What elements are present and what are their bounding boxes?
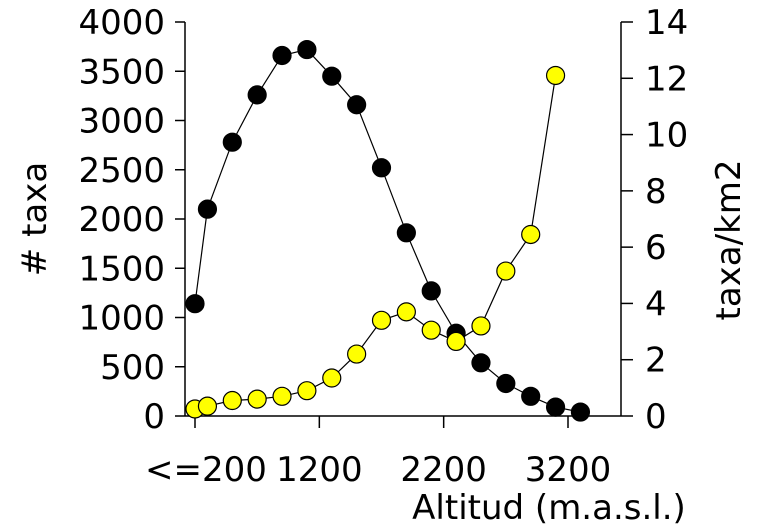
y-right-tick-label-6: 12	[645, 59, 688, 99]
series-1-point-13	[496, 261, 516, 281]
x-tick-label-0: <=200	[145, 450, 267, 490]
y-left-tick-label-4: 2000	[78, 200, 165, 240]
series-0-point-16	[570, 402, 591, 422]
x-tick-label-2: 2200	[400, 450, 487, 490]
series-1-point-2	[222, 390, 242, 411]
series-0-point-12	[471, 353, 491, 373]
series-0-point-0	[185, 294, 205, 314]
series-1-point-8	[371, 310, 392, 330]
y-left-tick-label-6: 3000	[78, 102, 165, 142]
series-1-point-10	[421, 320, 441, 340]
x-tick-label-3: 3200	[525, 450, 612, 490]
y-left-tick-label-8: 4000	[78, 3, 165, 43]
y-right-tick-label-5: 10	[645, 116, 688, 156]
series-0-point-7	[347, 95, 367, 115]
series-1-point-6	[322, 368, 342, 388]
y-right-tick-label-0: 0	[645, 397, 667, 437]
y-right-tick-label-1: 2	[645, 341, 667, 381]
y-axis-left-title: # taxa	[15, 162, 55, 276]
series-1-point-7	[347, 344, 367, 364]
y-left-tick-label-7: 3500	[78, 52, 165, 92]
series-0-point-4	[272, 45, 292, 66]
series-0-point-5	[297, 39, 317, 60]
y-axis-right-title: taxa/km2	[709, 159, 749, 320]
series-1-point-14	[521, 224, 541, 245]
y-left-tick-label-2: 1000	[78, 299, 165, 339]
series-1-point-9	[396, 302, 416, 322]
series-0-point-10	[421, 281, 441, 301]
series-1-point-1	[197, 396, 218, 416]
series-0-point-9	[396, 223, 416, 243]
y-right-tick-label-2: 4	[645, 284, 667, 324]
y-left-tick-label-1: 500	[100, 348, 165, 388]
y-left-tick-label-0: 0	[143, 397, 165, 437]
series-1-point-11	[446, 331, 466, 352]
y-right-tick-label-3: 6	[645, 228, 667, 268]
x-axis-title: Altitud (m.a.s.l.)	[412, 488, 686, 528]
chart-ticks: 0 500 1000 1500 2000 2500 3000 3500 4000 0 2 4 6 8 10 1…	[78, 3, 688, 490]
series-1-point-3	[247, 389, 267, 409]
series-1-point-5	[297, 381, 317, 401]
series-0-point-8	[371, 158, 392, 178]
y-right-tick-label-4: 8	[645, 172, 667, 212]
series-1-point-12	[471, 316, 491, 336]
x-tick-label-1: 1200	[276, 450, 363, 490]
series-1-point-4	[272, 386, 292, 406]
series-0-point-14	[521, 386, 541, 406]
y-left-tick-label-5: 2500	[78, 151, 165, 191]
chart-series	[185, 39, 591, 422]
series-0-point-6	[322, 66, 342, 86]
y-left-tick-label-3: 1500	[78, 249, 165, 289]
series-0-point-1	[197, 199, 218, 219]
series-0-point-2	[222, 132, 242, 152]
series-0-point-3	[247, 85, 267, 105]
series-0-point-15	[545, 397, 566, 417]
y-right-tick-label-7: 14	[645, 3, 688, 43]
series-1-line	[194, 75, 557, 410]
series-1-point-15	[545, 65, 566, 86]
series-0-point-13	[496, 373, 516, 394]
